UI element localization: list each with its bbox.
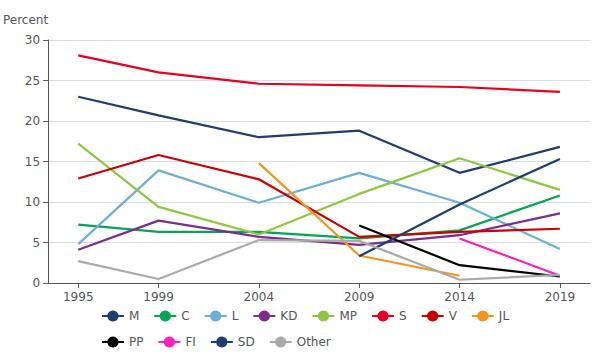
svg-text:30: 30 [25, 33, 40, 47]
svg-text:L: L [232, 309, 239, 323]
svg-text:5: 5 [33, 236, 41, 250]
svg-text:PP: PP [129, 335, 143, 349]
svg-text:SD: SD [238, 335, 255, 349]
svg-text:S: S [399, 309, 407, 323]
svg-text:JL: JL [498, 309, 510, 323]
svg-text:KD: KD [280, 309, 297, 323]
svg-text:10: 10 [25, 195, 40, 209]
svg-text:2014: 2014 [444, 290, 475, 304]
svg-text:25: 25 [25, 74, 40, 88]
svg-text:MP: MP [339, 309, 357, 323]
svg-text:1999: 1999 [143, 290, 174, 304]
svg-text:2019: 2019 [545, 290, 576, 304]
svg-text:20: 20 [25, 114, 40, 128]
svg-text:FI: FI [185, 335, 195, 349]
svg-text:0: 0 [33, 276, 41, 290]
svg-text:Other: Other [297, 335, 331, 349]
svg-text:2004: 2004 [244, 290, 275, 304]
svg-text:15: 15 [25, 155, 40, 169]
svg-text:1995: 1995 [63, 290, 94, 304]
svg-text:2009: 2009 [344, 290, 375, 304]
svg-text:M: M [129, 309, 139, 323]
svg-text:V: V [449, 309, 458, 323]
svg-text:C: C [181, 309, 189, 323]
svg-text:Percent: Percent [3, 13, 48, 27]
